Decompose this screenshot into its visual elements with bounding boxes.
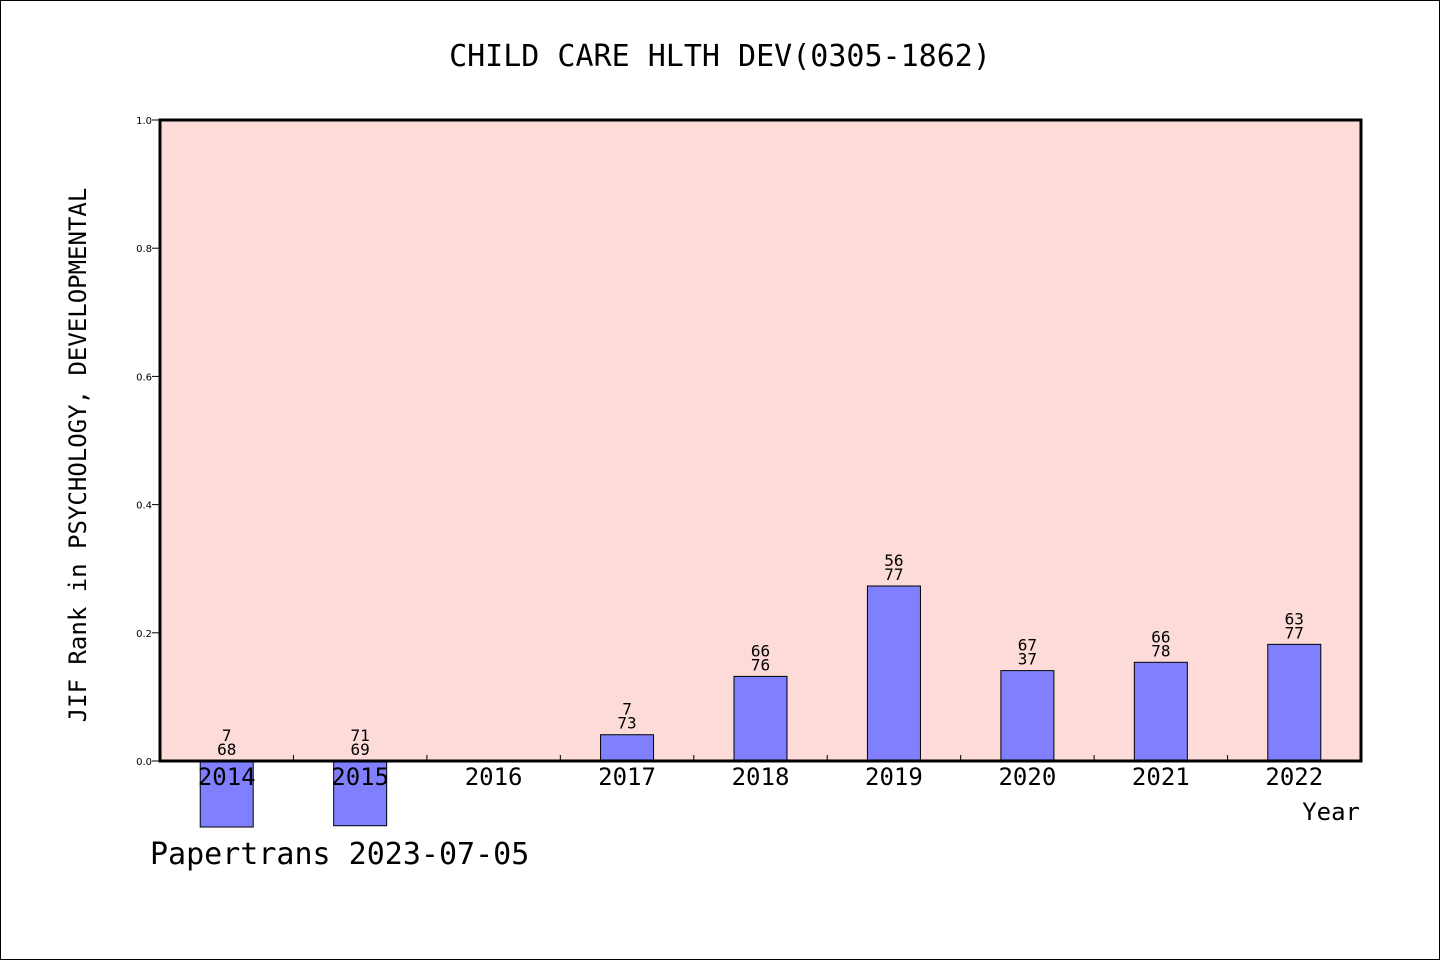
rank-total-label: 77 — [884, 565, 903, 584]
rank-total-label: 37 — [1018, 650, 1037, 669]
rank-total-label: 76 — [751, 655, 770, 674]
rank-total-label: 69 — [351, 740, 370, 759]
rank-label: 66 — [751, 641, 770, 660]
bar-2021 — [1133, 661, 1188, 762]
y-tick-label: 0.6 — [136, 372, 152, 383]
y-tick-label: 0.2 — [136, 629, 152, 640]
x-tick-label: 2020 — [998, 763, 1056, 791]
y-axis-label: JIF Rank in PSYCHOLOGY, DEVELOPMENTAL — [64, 188, 92, 723]
rank-total-label: 77 — [1285, 623, 1304, 642]
plot-area — [160, 120, 1361, 761]
plot-border — [158, 118, 1363, 763]
bar-2017 — [600, 734, 655, 762]
rank-label: 7 — [222, 726, 232, 745]
x-tick-label: 2015 — [331, 763, 389, 791]
x-tick-label: 2018 — [732, 763, 790, 791]
y-tick-label: 0.0 — [136, 757, 152, 768]
bar-2022 — [1267, 643, 1322, 762]
rank-total-label: 68 — [217, 740, 236, 759]
rank-label: 71 — [351, 726, 370, 745]
rank-label: 66 — [1151, 627, 1170, 646]
x-tick-label: 2019 — [865, 763, 923, 791]
x-tick-label: 2014 — [198, 763, 256, 791]
x-tick-label: 2022 — [1265, 763, 1323, 791]
bar-2015 — [333, 760, 388, 827]
x-tick-label: 2017 — [598, 763, 656, 791]
x-axis-label: Year — [1302, 798, 1360, 826]
bar-2020 — [1000, 670, 1055, 762]
footer-text: Papertrans 2023-07-05 — [150, 837, 529, 872]
rank-total-label: 78 — [1151, 641, 1170, 660]
bars-layer — [199, 585, 1322, 828]
rank-label: 63 — [1285, 609, 1304, 628]
rank-label: 67 — [1018, 636, 1037, 655]
x-tick-label: 2021 — [1132, 763, 1190, 791]
y-tick-label: 0.8 — [136, 244, 152, 255]
bar-2018 — [733, 675, 788, 762]
rank-total-label: 73 — [617, 714, 636, 733]
rank-label: 7 — [622, 700, 632, 719]
bar-2019 — [866, 585, 921, 762]
x-tick-label: 2016 — [465, 763, 523, 791]
rank-label: 56 — [884, 551, 903, 570]
chart-title: CHILD CARE HLTH DEV(0305-1862) — [449, 39, 991, 74]
y-tick-label: 1.0 — [136, 116, 152, 127]
y-tick-label: 0.4 — [136, 501, 152, 512]
